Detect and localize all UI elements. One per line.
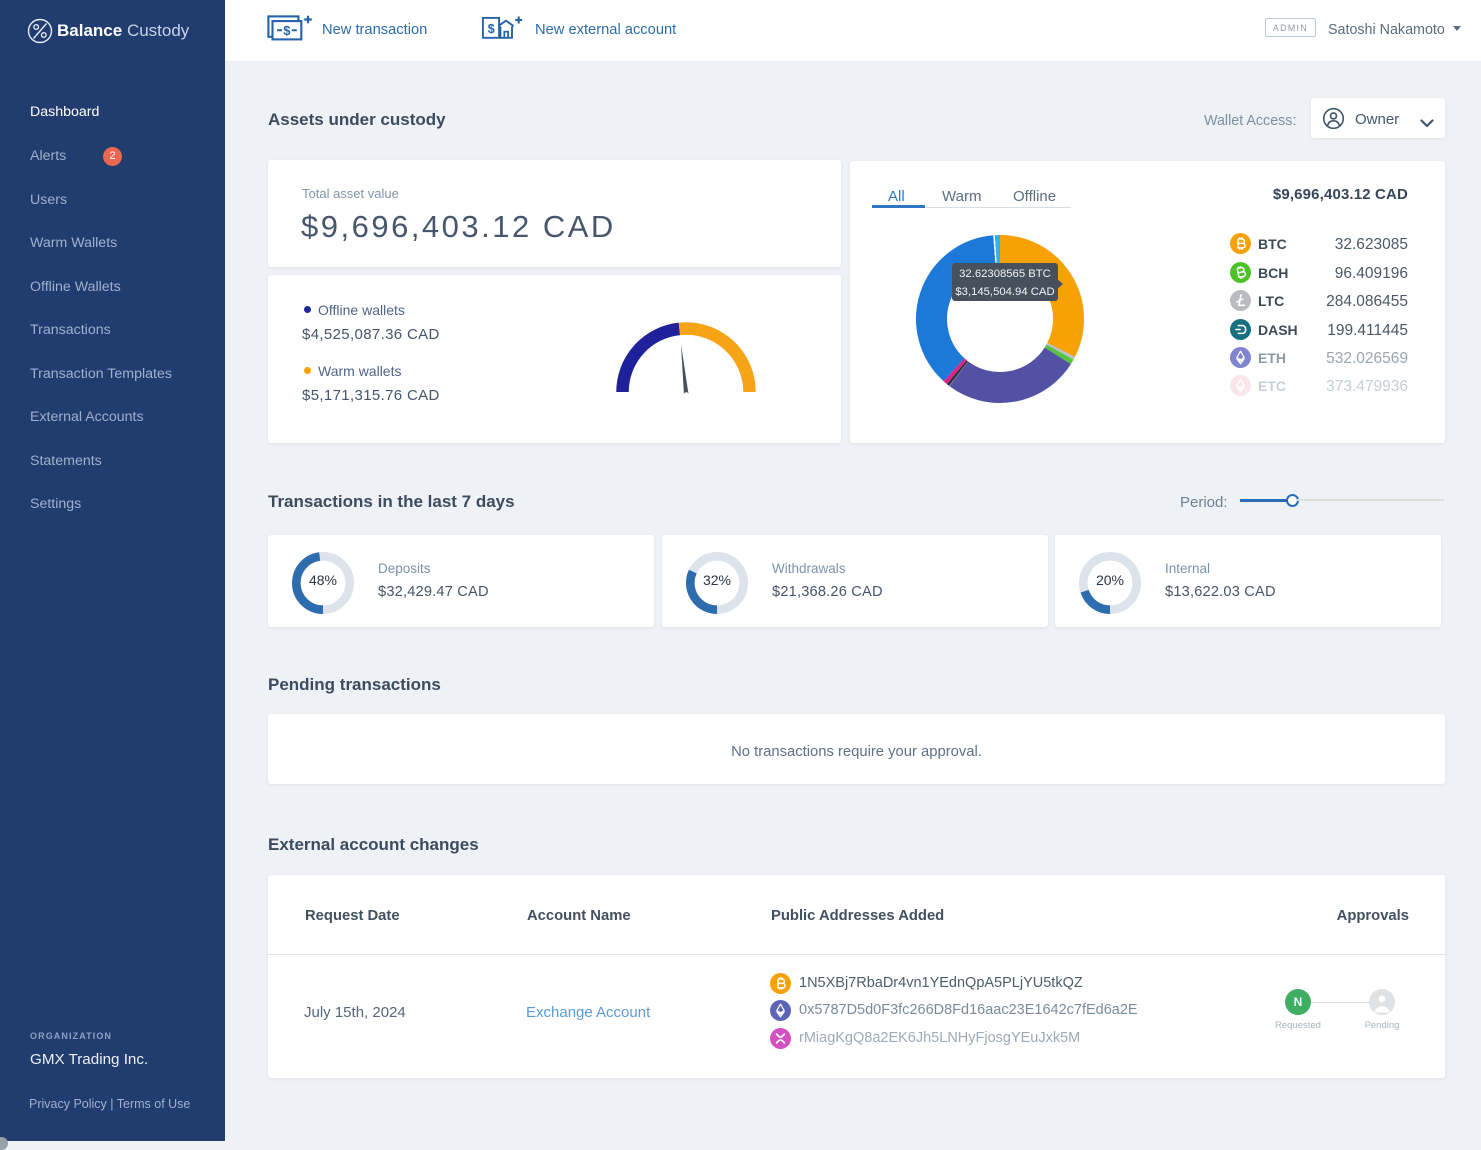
svg-text:$: $ [488, 22, 495, 36]
svg-text:$: $ [283, 23, 291, 38]
